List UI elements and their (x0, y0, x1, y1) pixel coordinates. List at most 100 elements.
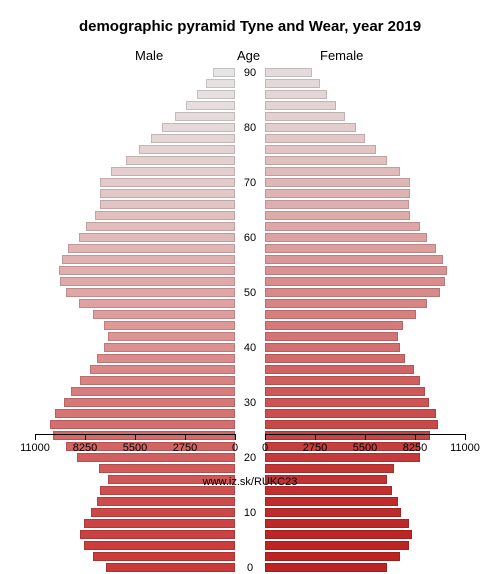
female-bar (265, 277, 445, 286)
female-bar (265, 376, 420, 385)
age-axis: 9080706050403020100 (235, 64, 265, 434)
tick-label: 0 (232, 442, 238, 454)
source-footer: www.iz.sk/RUKC23 (0, 476, 500, 488)
male-bar (108, 332, 235, 341)
female-bar (265, 530, 412, 539)
male-bar (175, 112, 235, 121)
male-bar (100, 200, 235, 209)
male-bar (62, 255, 235, 264)
female-bar (265, 189, 410, 198)
male-bar (151, 134, 235, 143)
female-bar (265, 310, 416, 319)
female-bar (265, 211, 410, 220)
female-bar (265, 409, 436, 418)
male-bar (80, 376, 235, 385)
male-bar (86, 222, 235, 231)
male-bar (162, 123, 235, 132)
age-label: 0 (235, 562, 265, 574)
tick (315, 434, 316, 440)
male-bar (197, 90, 235, 99)
male-bar (91, 508, 235, 517)
male-bar (186, 101, 235, 110)
female-bar (265, 90, 327, 99)
male-bar (55, 409, 235, 418)
male-bar (60, 277, 235, 286)
male-header: Male (135, 48, 163, 63)
age-label: 40 (235, 342, 265, 354)
male-bar (90, 365, 235, 374)
female-bar (265, 563, 387, 572)
male-bar (79, 299, 235, 308)
tick-label: 0 (262, 442, 268, 454)
female-bar (265, 343, 400, 352)
tick-label: 8250 (73, 442, 97, 454)
male-bar (71, 387, 235, 396)
female-bar (265, 178, 410, 187)
female-bar (265, 200, 409, 209)
male-bar (97, 354, 235, 363)
female-bar (265, 134, 365, 143)
female-bar (265, 552, 400, 561)
male-bar (111, 167, 235, 176)
male-bar (93, 310, 235, 319)
female-bar (265, 354, 405, 363)
male-bar (64, 398, 235, 407)
female-bar (265, 541, 409, 550)
male-bar (68, 244, 235, 253)
female-bar (265, 288, 440, 297)
female-bar (265, 167, 400, 176)
female-bar (265, 508, 401, 517)
tick (365, 434, 366, 440)
female-bar (265, 244, 436, 253)
female-bar (265, 233, 427, 242)
male-bar (59, 266, 235, 275)
female-bar (265, 519, 409, 528)
tick (85, 434, 86, 440)
male-bar (100, 178, 235, 187)
female-bar (265, 332, 398, 341)
male-bar (66, 288, 235, 297)
age-label: 50 (235, 287, 265, 299)
female-bar (265, 497, 398, 506)
age-label: 80 (235, 122, 265, 134)
male-bar (104, 343, 235, 352)
female-bar (265, 255, 443, 264)
pyramid-plot: 9080706050403020100 (35, 64, 465, 434)
female-header: Female (320, 48, 363, 63)
tick-label: 11000 (20, 442, 50, 454)
male-bar (84, 519, 235, 528)
age-label: 70 (235, 177, 265, 189)
male-bar (95, 211, 235, 220)
male-bar (93, 552, 235, 561)
tick-label: 5500 (353, 442, 377, 454)
female-bar (265, 79, 320, 88)
male-bar (80, 530, 235, 539)
male-bar (97, 497, 235, 506)
male-bar (100, 189, 235, 198)
male-bar (104, 321, 235, 330)
female-bar (265, 112, 345, 121)
male-bar (106, 563, 235, 572)
tick (415, 434, 416, 440)
female-bar (265, 156, 387, 165)
male-bar (79, 233, 235, 242)
male-bar (50, 420, 235, 429)
tick (135, 434, 136, 440)
age-label: 90 (235, 67, 265, 79)
tick-label: 11000 (450, 442, 480, 454)
female-bar (265, 299, 427, 308)
female-bar (265, 266, 447, 275)
chart-title: demographic pyramid Tyne and Wear, year … (0, 18, 500, 35)
tick (265, 434, 266, 440)
female-bar (265, 68, 312, 77)
x-axis: 002750275055005500825082501100011000 (35, 434, 465, 474)
tick (35, 434, 36, 440)
tick (465, 434, 466, 440)
age-label: 10 (235, 507, 265, 519)
female-bar (265, 420, 438, 429)
female-bar (265, 387, 425, 396)
male-bar (139, 145, 235, 154)
tick-label: 2750 (303, 442, 327, 454)
female-bar (265, 365, 414, 374)
female-bar (265, 101, 336, 110)
